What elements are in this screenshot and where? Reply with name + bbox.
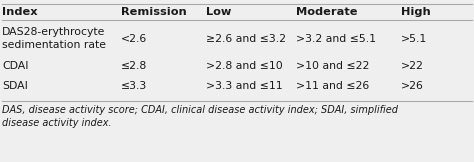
Text: Remission: Remission [121, 7, 187, 17]
Text: DAS28-erythrocyte
sedimentation rate: DAS28-erythrocyte sedimentation rate [2, 28, 106, 50]
Text: >3.2 and ≤5.1: >3.2 and ≤5.1 [296, 34, 376, 44]
Text: ≥2.6 and ≤3.2: ≥2.6 and ≤3.2 [206, 34, 286, 44]
Text: >2.8 and ≤10: >2.8 and ≤10 [206, 61, 283, 71]
Text: >3.3 and ≤11: >3.3 and ≤11 [206, 81, 283, 91]
Text: CDAI: CDAI [2, 61, 29, 71]
Text: >5.1: >5.1 [401, 34, 427, 44]
Text: ≤2.8: ≤2.8 [121, 61, 147, 71]
Text: SDAI: SDAI [2, 81, 28, 91]
Text: >10 and ≤22: >10 and ≤22 [296, 61, 370, 71]
Text: >26: >26 [401, 81, 423, 91]
Text: <2.6: <2.6 [121, 34, 147, 44]
Text: >22: >22 [401, 61, 423, 71]
Text: High: High [401, 7, 430, 17]
Text: Index: Index [2, 7, 38, 17]
Text: DAS, disease activity score; CDAI, clinical disease activity index; SDAI, simpli: DAS, disease activity score; CDAI, clini… [2, 105, 398, 128]
Text: Low: Low [206, 7, 232, 17]
Text: >11 and ≤26: >11 and ≤26 [296, 81, 370, 91]
Text: ≤3.3: ≤3.3 [121, 81, 147, 91]
Text: Moderate: Moderate [296, 7, 358, 17]
